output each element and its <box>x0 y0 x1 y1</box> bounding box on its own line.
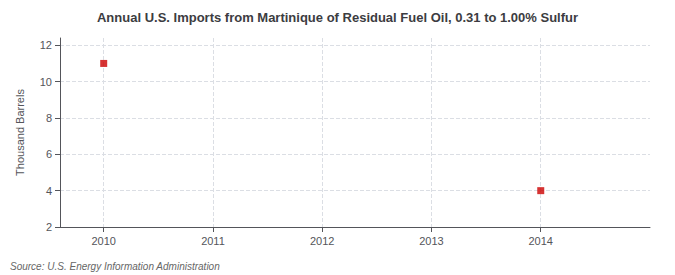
svg-text:6: 6 <box>46 148 52 160</box>
svg-text:2012: 2012 <box>310 235 334 247</box>
svg-text:10: 10 <box>40 76 52 88</box>
svg-text:Thousand Barrels: Thousand Barrels <box>14 89 26 176</box>
svg-text:2014: 2014 <box>528 235 552 247</box>
svg-text:Annual U.S. Imports from Marti: Annual U.S. Imports from Martinique of R… <box>97 10 578 25</box>
svg-text:2010: 2010 <box>91 235 115 247</box>
svg-text:Source: U.S. Energy Informatio: Source: U.S. Energy Information Administ… <box>10 261 220 272</box>
svg-text:2011: 2011 <box>201 235 225 247</box>
svg-text:12: 12 <box>40 39 52 51</box>
svg-text:8: 8 <box>46 112 52 124</box>
svg-text:2: 2 <box>46 221 52 233</box>
svg-text:4: 4 <box>46 185 52 197</box>
svg-text:2013: 2013 <box>419 235 443 247</box>
